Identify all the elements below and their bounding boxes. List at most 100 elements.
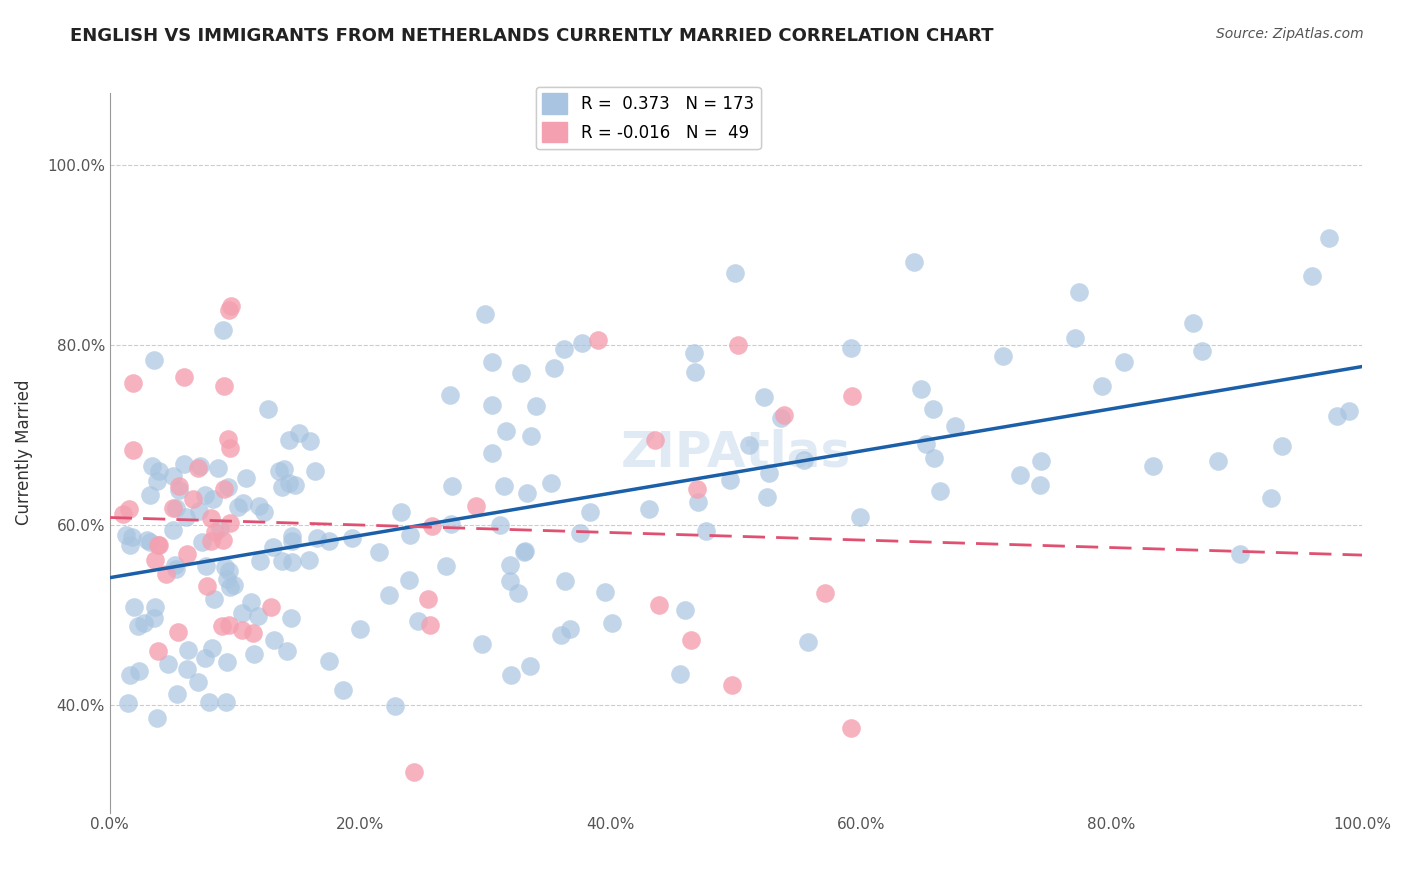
- Point: [253, 505, 276, 519]
- Legend: R =  0.373   N = 173, R = -0.016   N =  49: R = 0.373 N = 173, R = -0.016 N = 49: [536, 87, 761, 149]
- Point: [218, 442, 240, 456]
- Point: [260, 600, 283, 615]
- Point: [299, 434, 322, 448]
- Point: [1301, 268, 1323, 283]
- Point: [686, 495, 709, 509]
- Point: [148, 644, 170, 658]
- Point: [263, 632, 285, 647]
- Point: [519, 429, 541, 443]
- Point: [378, 588, 401, 602]
- Point: [218, 565, 240, 579]
- Point: [770, 410, 793, 425]
- Point: [218, 303, 240, 318]
- Point: [568, 526, 591, 541]
- Point: [755, 490, 778, 504]
- Point: [602, 615, 624, 630]
- Point: [194, 650, 217, 665]
- Point: [924, 451, 946, 466]
- Point: [242, 626, 264, 640]
- Point: [903, 255, 925, 269]
- Point: [638, 502, 661, 516]
- Point: [173, 457, 195, 471]
- Point: [239, 595, 262, 609]
- Point: [550, 628, 572, 642]
- Point: [204, 524, 226, 539]
- Point: [1063, 330, 1085, 344]
- Point: [112, 508, 135, 522]
- Point: [910, 382, 932, 396]
- Point: [212, 482, 235, 496]
- Point: [284, 477, 307, 491]
- Point: [143, 600, 166, 615]
- Point: [217, 432, 239, 446]
- Text: Source: ZipAtlas.com: Source: ZipAtlas.com: [1216, 27, 1364, 41]
- Point: [560, 622, 582, 636]
- Point: [270, 554, 292, 568]
- Point: [214, 379, 236, 393]
- Point: [169, 483, 191, 497]
- Point: [219, 516, 242, 530]
- Point: [269, 464, 291, 478]
- Point: [202, 491, 225, 506]
- Point: [120, 538, 142, 552]
- Point: [155, 566, 177, 581]
- Point: [318, 534, 340, 549]
- Point: [540, 476, 562, 491]
- Point: [398, 573, 420, 587]
- Point: [167, 624, 190, 639]
- Point: [307, 532, 329, 546]
- Point: [673, 603, 696, 617]
- Point: [280, 611, 302, 625]
- Point: [510, 366, 533, 380]
- Point: [162, 468, 184, 483]
- Point: [117, 696, 139, 710]
- Point: [148, 464, 170, 478]
- Point: [121, 376, 143, 391]
- Point: [524, 399, 547, 413]
- Point: [440, 516, 463, 531]
- Point: [231, 607, 253, 621]
- Point: [187, 461, 209, 475]
- Point: [218, 618, 240, 632]
- Point: [481, 446, 503, 460]
- Point: [1260, 491, 1282, 505]
- Point: [1029, 454, 1052, 468]
- Point: [513, 543, 536, 558]
- Point: [176, 662, 198, 676]
- Point: [727, 338, 749, 352]
- Point: [235, 471, 257, 485]
- Point: [922, 402, 945, 417]
- Point: [224, 578, 246, 592]
- Point: [188, 459, 211, 474]
- Point: [648, 598, 671, 612]
- Point: [758, 466, 780, 480]
- Point: [304, 464, 326, 478]
- Point: [174, 509, 197, 524]
- Point: [148, 538, 170, 552]
- Point: [1182, 316, 1205, 330]
- Point: [513, 545, 536, 559]
- Point: [217, 572, 239, 586]
- Point: [489, 518, 512, 533]
- Point: [138, 488, 160, 502]
- Point: [695, 524, 717, 539]
- Point: [167, 479, 190, 493]
- Point: [519, 659, 541, 673]
- Point: [586, 333, 609, 347]
- Point: [402, 764, 425, 779]
- Point: [1326, 409, 1348, 423]
- Point: [231, 623, 253, 637]
- Point: [738, 438, 761, 452]
- Point: [342, 531, 364, 545]
- Point: [682, 345, 704, 359]
- Point: [474, 307, 496, 321]
- Point: [212, 533, 235, 547]
- Point: [281, 533, 304, 548]
- Point: [681, 632, 703, 647]
- Point: [349, 622, 371, 636]
- Point: [1317, 231, 1340, 245]
- Point: [408, 615, 430, 629]
- Point: [217, 655, 239, 669]
- Point: [499, 574, 522, 589]
- Point: [219, 299, 242, 313]
